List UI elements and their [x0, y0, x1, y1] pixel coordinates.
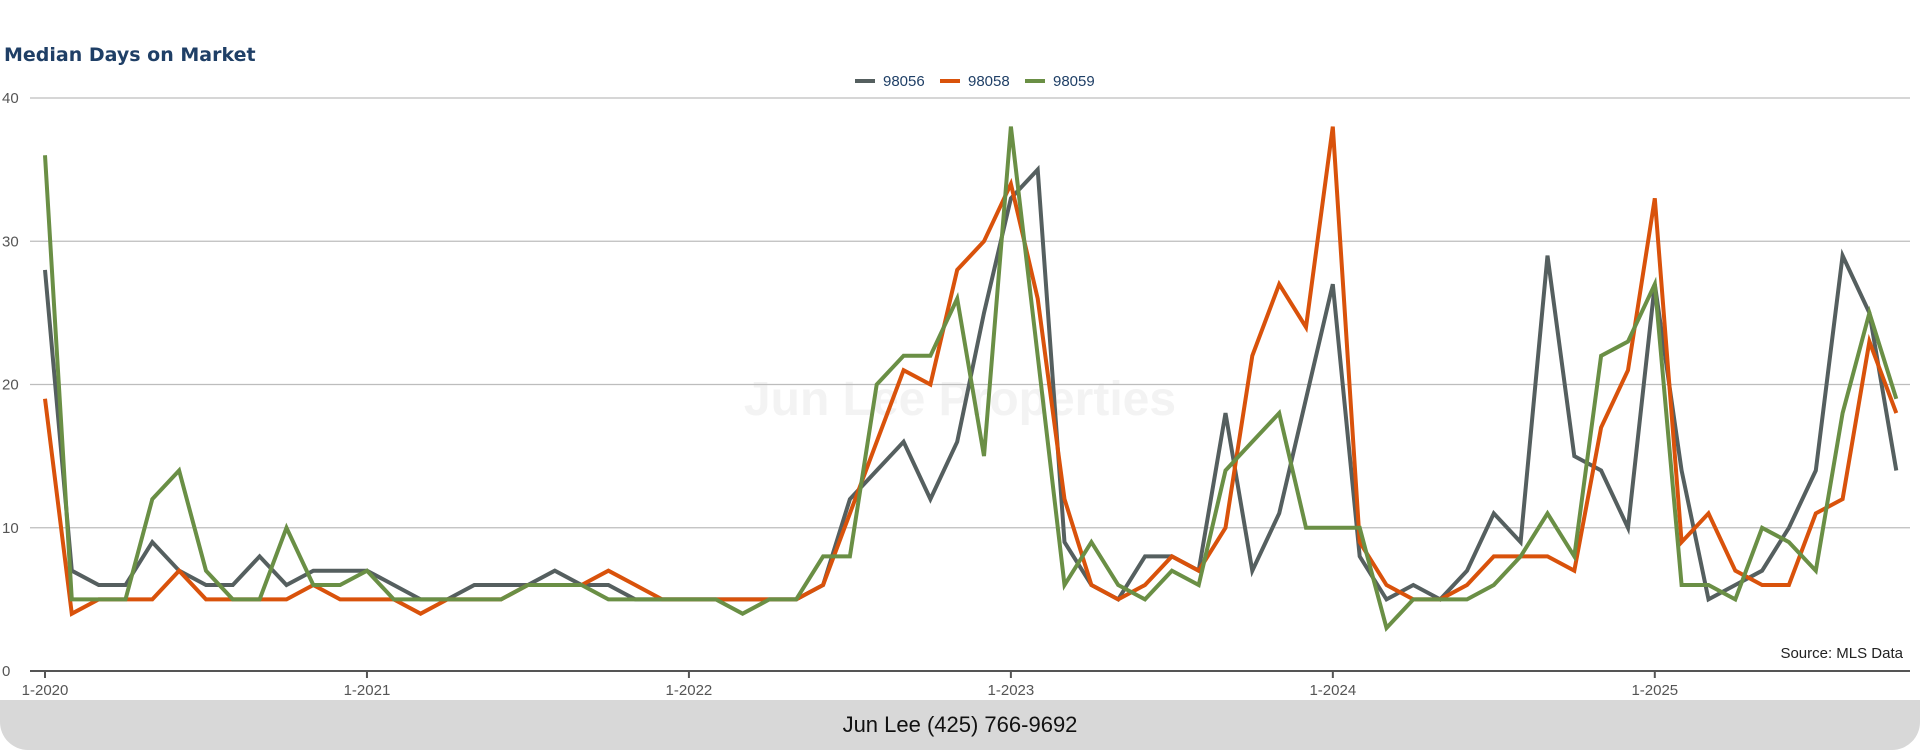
- y-tick-label: 0: [2, 663, 10, 680]
- series-line-98059: [43, 126, 1899, 632]
- x-axis: 1-2020 1-2021 1-2022 1-2023 1-2024 1-2025: [22, 670, 1910, 699]
- grid: [30, 97, 1910, 529]
- x-tick-label: 1-2024: [1309, 682, 1356, 699]
- x-tick-label: 1-2022: [666, 682, 713, 699]
- y-tick-label: 10: [2, 520, 19, 537]
- y-tick-label: 30: [2, 233, 19, 250]
- x-tick-label: 1-2023: [988, 682, 1035, 699]
- legend-label-98059: 98059: [1053, 73, 1095, 90]
- chart-title: Median Days on Market: [4, 44, 256, 66]
- series-lines: [43, 126, 1899, 632]
- series-line-98058: [43, 126, 1899, 617]
- days-on-market-chart: Jun Lee Properties Median Days on Market…: [2, 44, 1910, 699]
- y-tick-label: 20: [2, 377, 19, 394]
- watermark: Jun Lee Properties: [744, 373, 1176, 426]
- legend-label-98056: 98056: [883, 73, 925, 90]
- y-tick-label: 40: [2, 90, 19, 107]
- x-tick-label: 1-2020: [22, 682, 69, 699]
- contact-text: Jun Lee (425) 766-9692: [842, 712, 1078, 737]
- x-tick-label: 1-2025: [1631, 682, 1678, 699]
- legend: 98056 98058 98059: [855, 73, 1095, 90]
- y-axis: 0 10 20 30 40: [2, 90, 19, 680]
- footer-contact-bar: Jun Lee (425) 766-9692: [0, 700, 1920, 750]
- x-tick-label: 1-2021: [344, 682, 391, 699]
- legend-label-98058: 98058: [968, 73, 1010, 90]
- source-note: Source: MLS Data: [1780, 645, 1903, 662]
